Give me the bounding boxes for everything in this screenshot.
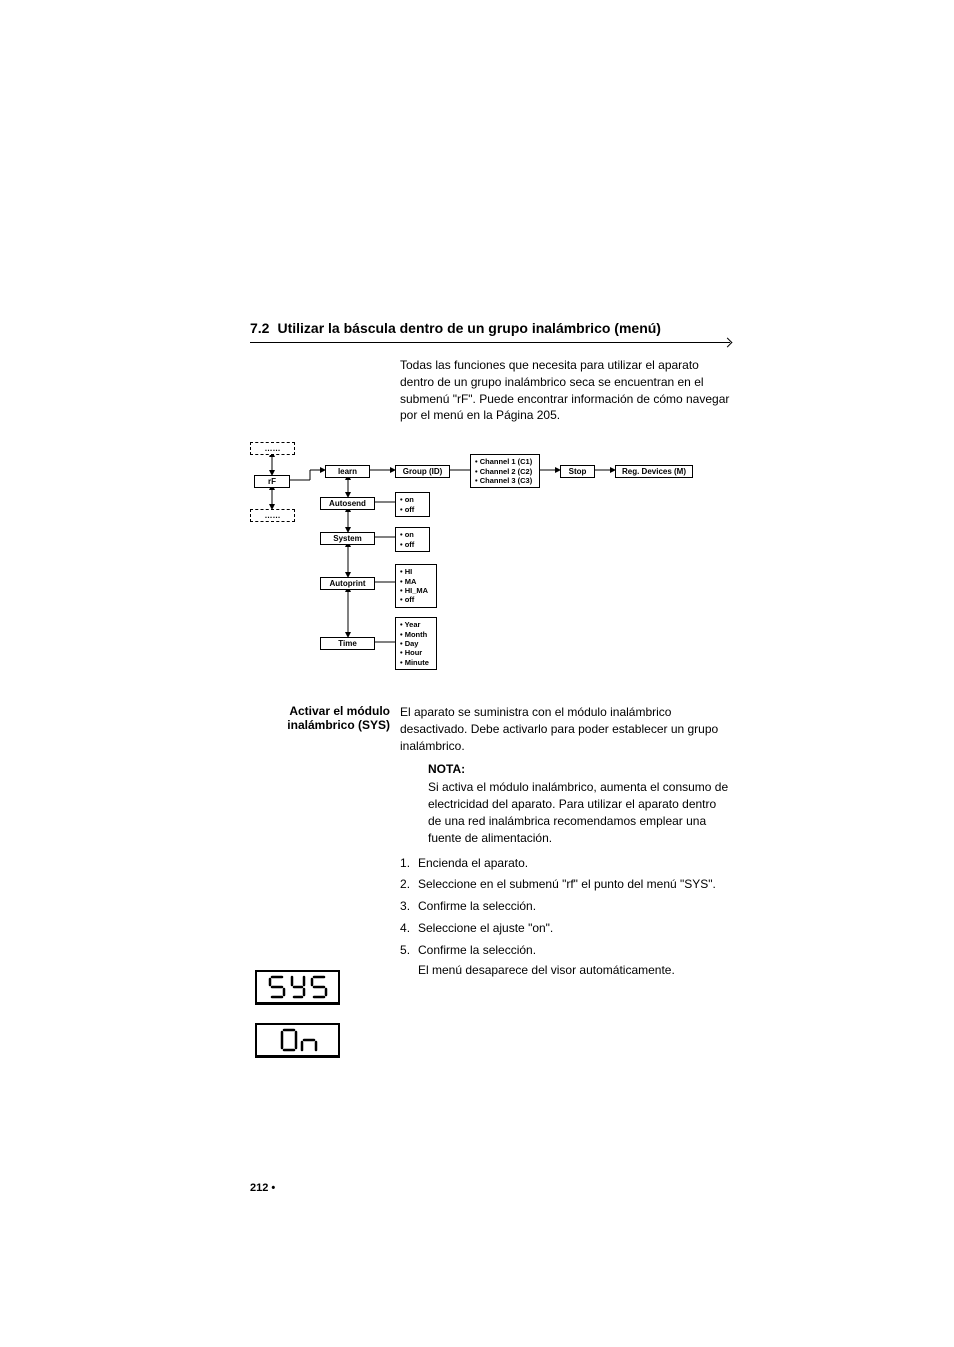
step-3-text: Confirme la selección. bbox=[418, 899, 536, 913]
node-group: Group (ID) bbox=[395, 465, 450, 478]
node-autosend: Autosend bbox=[320, 497, 375, 510]
node-learn: learn bbox=[325, 465, 370, 478]
time-month: • Month bbox=[400, 630, 432, 639]
time-hour: • Hour bbox=[400, 648, 432, 657]
seven-seg-on bbox=[263, 1025, 333, 1055]
step-5-text: Confirme la selección. bbox=[418, 943, 536, 957]
subsection-title: Activar el módulo inalámbrico (SYS) bbox=[250, 704, 390, 983]
section-title-text: Utilizar la báscula dentro de un grupo i… bbox=[277, 320, 661, 336]
autoprint-hi: • HI bbox=[400, 567, 432, 576]
page-footer: 212 • bbox=[250, 1182, 275, 1194]
step-4-text: Seleccione el ajuste "on". bbox=[418, 921, 553, 935]
step-3: Confirme la selección. bbox=[400, 898, 730, 915]
system-off: • off bbox=[400, 540, 425, 549]
node-autoprint: Autoprint bbox=[320, 577, 375, 590]
system-on: • on bbox=[400, 530, 425, 539]
page-content: 7.2 Utilizar la báscula dentro de un gru… bbox=[250, 320, 730, 983]
display-sys bbox=[255, 970, 340, 1005]
step-5-sub: El menú desaparece del visor automáticam… bbox=[418, 962, 730, 979]
autosend-off: • off bbox=[400, 505, 425, 514]
time-minute: • Minute bbox=[400, 658, 432, 667]
node-reg-devices: Reg. Devices (M) bbox=[615, 465, 693, 478]
time-day: • Day bbox=[400, 639, 432, 648]
node-system-opts: • on • off bbox=[395, 527, 430, 552]
display-on bbox=[255, 1023, 340, 1058]
subsection: Activar el módulo inalámbrico (SYS) El a… bbox=[250, 704, 730, 983]
time-year: • Year bbox=[400, 620, 432, 629]
step-4: Seleccione el ajuste "on". bbox=[400, 920, 730, 937]
node-time-opts: • Year • Month • Day • Hour • Minute bbox=[395, 617, 437, 670]
node-root-upper: …… bbox=[250, 442, 295, 455]
section-heading: 7.2 Utilizar la báscula dentro de un gru… bbox=[250, 320, 730, 336]
autosend-on: • on bbox=[400, 495, 425, 504]
node-autosend-opts: • on • off bbox=[395, 492, 430, 517]
intro-paragraph: Todas las funciones que necesita para ut… bbox=[400, 357, 730, 424]
node-autoprint-opts: • HI • MA • HI_MA • off bbox=[395, 564, 437, 608]
step-1-text: Encienda el aparato. bbox=[418, 856, 528, 870]
heading-divider bbox=[250, 342, 730, 343]
node-root-lower: …… bbox=[250, 509, 295, 522]
node-rf: rF bbox=[254, 475, 290, 488]
node-stop: Stop bbox=[560, 465, 595, 478]
nota-label: NOTA: bbox=[428, 761, 730, 778]
node-channels: • Channel 1 (C1) • Channel 2 (C2) • Chan… bbox=[470, 454, 540, 488]
channel-2: • Channel 2 (C2) bbox=[475, 467, 535, 476]
channel-1: • Channel 1 (C1) bbox=[475, 457, 535, 466]
node-time: Time bbox=[320, 637, 375, 650]
autoprint-ma: • MA bbox=[400, 577, 432, 586]
step-5: Confirme la selección. El menú desaparec… bbox=[400, 942, 730, 979]
step-1: Encienda el aparato. bbox=[400, 855, 730, 872]
subsection-body: El aparato se suministra con el módulo i… bbox=[400, 704, 730, 983]
section-number: 7.2 bbox=[250, 320, 269, 336]
menu-tree-diagram: …… rF …… learn Group (ID) • Channel 1 (C… bbox=[240, 442, 710, 692]
step-2: Seleccione en el submenú "rf" el punto d… bbox=[400, 876, 730, 893]
step-list: Encienda el aparato. Seleccione en el su… bbox=[400, 855, 730, 979]
nota-text: Si activa el módulo inalámbrico, aumenta… bbox=[428, 779, 730, 846]
seven-seg-sys bbox=[263, 972, 333, 1002]
step-2-text: Seleccione en el submenú "rf" el punto d… bbox=[418, 877, 716, 891]
subsection-lead: El aparato se suministra con el módulo i… bbox=[400, 704, 730, 754]
channel-3: • Channel 3 (C3) bbox=[475, 476, 535, 485]
node-system: System bbox=[320, 532, 375, 545]
autoprint-off: • off bbox=[400, 595, 432, 604]
autoprint-hima: • HI_MA bbox=[400, 586, 432, 595]
display-boxes bbox=[255, 970, 375, 1076]
